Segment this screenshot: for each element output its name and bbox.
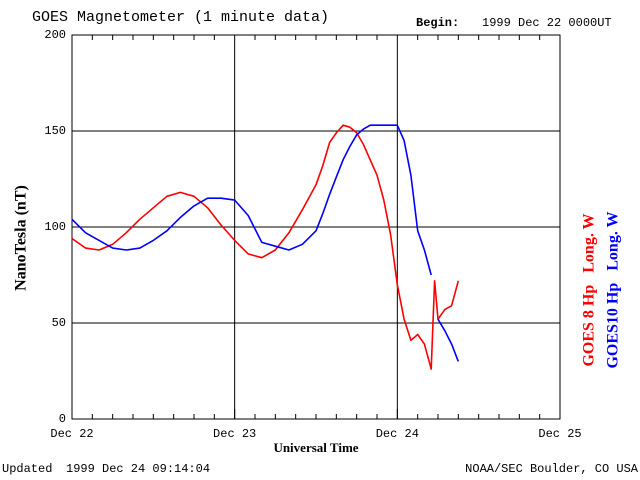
x-tick-label: Dec 24: [376, 427, 419, 441]
series-line: [71, 124, 460, 370]
x-tick-label: Dec 22: [50, 427, 93, 441]
y-tick-label: 0: [59, 412, 66, 426]
y-tick-label: 200: [44, 28, 66, 42]
y-axis-label: NanoTesla (nT): [13, 185, 30, 291]
y-tick-label: 100: [44, 220, 66, 234]
begin-value: 1999 Dec 22 0000UT: [482, 16, 612, 30]
x-tick-label: Dec 25: [538, 427, 581, 441]
legend-entry: GOES 8 Hp Long. W: [581, 213, 598, 366]
updated-label: Updated: [2, 462, 52, 476]
begin-label: Begin:: [416, 16, 459, 30]
updated-value: 1999 Dec 24 09:14:04: [66, 462, 210, 476]
credit: NOAA/SEC Boulder, CO USA: [465, 462, 639, 476]
y-tick-label: 50: [52, 316, 66, 330]
chart-title: GOES Magnetometer (1 minute data): [32, 9, 329, 26]
series-line: [71, 124, 460, 362]
x-tick-label: Dec 23: [213, 427, 256, 441]
x-axis-label: Universal Time: [273, 440, 358, 455]
y-tick-label: 150: [44, 124, 66, 138]
legend-entry: GOES10 Hp Long. W: [605, 211, 622, 368]
